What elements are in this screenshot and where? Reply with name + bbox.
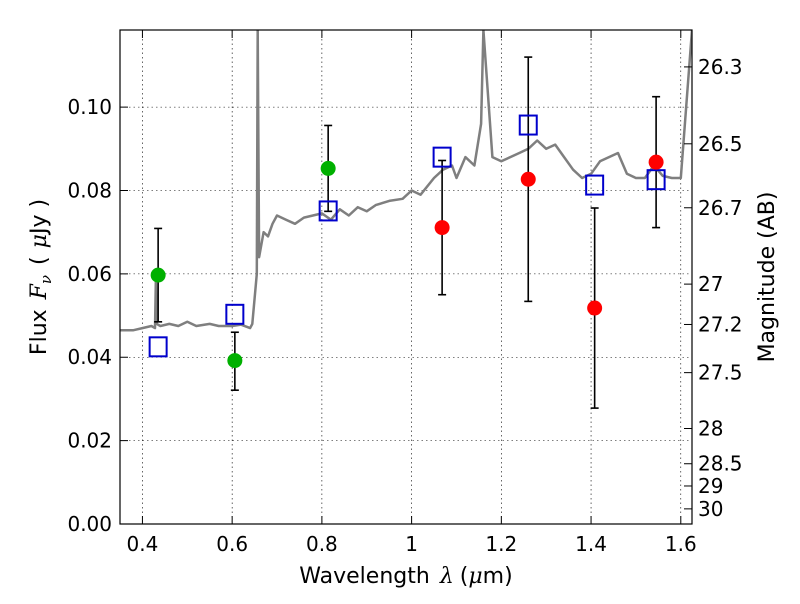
y-tick-label: 0.10 (67, 95, 112, 119)
model-square-marker (585, 174, 605, 196)
mag-tick-label: 29 (698, 474, 723, 498)
mag-tick-label: 27.2 (698, 312, 743, 336)
mag-tick-label: 26.3 (698, 55, 743, 79)
photometry-point (150, 267, 166, 283)
model-square-marker (646, 169, 666, 191)
plot-frame (119, 29, 693, 525)
y-tick-label: 0.06 (67, 262, 112, 286)
y-tick-label: 0.04 (67, 345, 112, 369)
mag-tick-label: 27 (698, 272, 723, 296)
x-tick-label: 1.4 (575, 532, 607, 556)
y-tick-label: 0.02 (67, 429, 112, 453)
x-tick-label: 0.6 (216, 532, 248, 556)
mag-tick-label: 27.5 (698, 361, 743, 385)
markers-layer (148, 114, 666, 369)
x-tick-label: 0.4 (127, 532, 159, 556)
x-axis-label: Wavelength λ (μm) (299, 564, 512, 589)
model-square-marker (518, 114, 538, 136)
photometry-point (648, 154, 664, 170)
model-spectrum-layer (120, 30, 692, 332)
model-square-marker (318, 200, 338, 222)
axis-ticks: 0.4 0.6 0.8 1 1.2 1.4 1.6 0.00 0.02 0.04 0.06 0.08 0… (67, 30, 743, 556)
x-tick-label: 1.2 (485, 532, 517, 556)
mag-tick-label: 30 (698, 497, 723, 521)
mag-tick-label: 26.7 (698, 196, 743, 220)
model-square-marker (225, 303, 245, 325)
x-tick-label: 1 (405, 532, 418, 556)
error-bars-layer (154, 56, 661, 409)
photometry-point (520, 171, 536, 187)
model-square-marker (148, 336, 168, 358)
photometry-point (587, 300, 603, 316)
photometry-point (434, 220, 450, 236)
mag-tick-label: 26.5 (698, 132, 743, 156)
y-axis-label: FluxFν(μJy ) (27, 199, 55, 355)
photometry-point (320, 160, 336, 176)
x-tick-label: 1.6 (665, 532, 697, 556)
mag-tick-label: 28 (698, 416, 723, 440)
x-tick-label: 0.8 (306, 532, 338, 556)
y-tick-label: 0.00 (67, 512, 112, 536)
mag-tick-label: 28.5 (698, 452, 743, 476)
model-square-marker (432, 146, 452, 168)
photometry-point (227, 353, 243, 369)
magnitude-axis-label: Magnitude (AB) (755, 192, 780, 363)
y-tick-label: 0.08 (67, 178, 112, 202)
model-spectrum-line (120, 30, 692, 332)
